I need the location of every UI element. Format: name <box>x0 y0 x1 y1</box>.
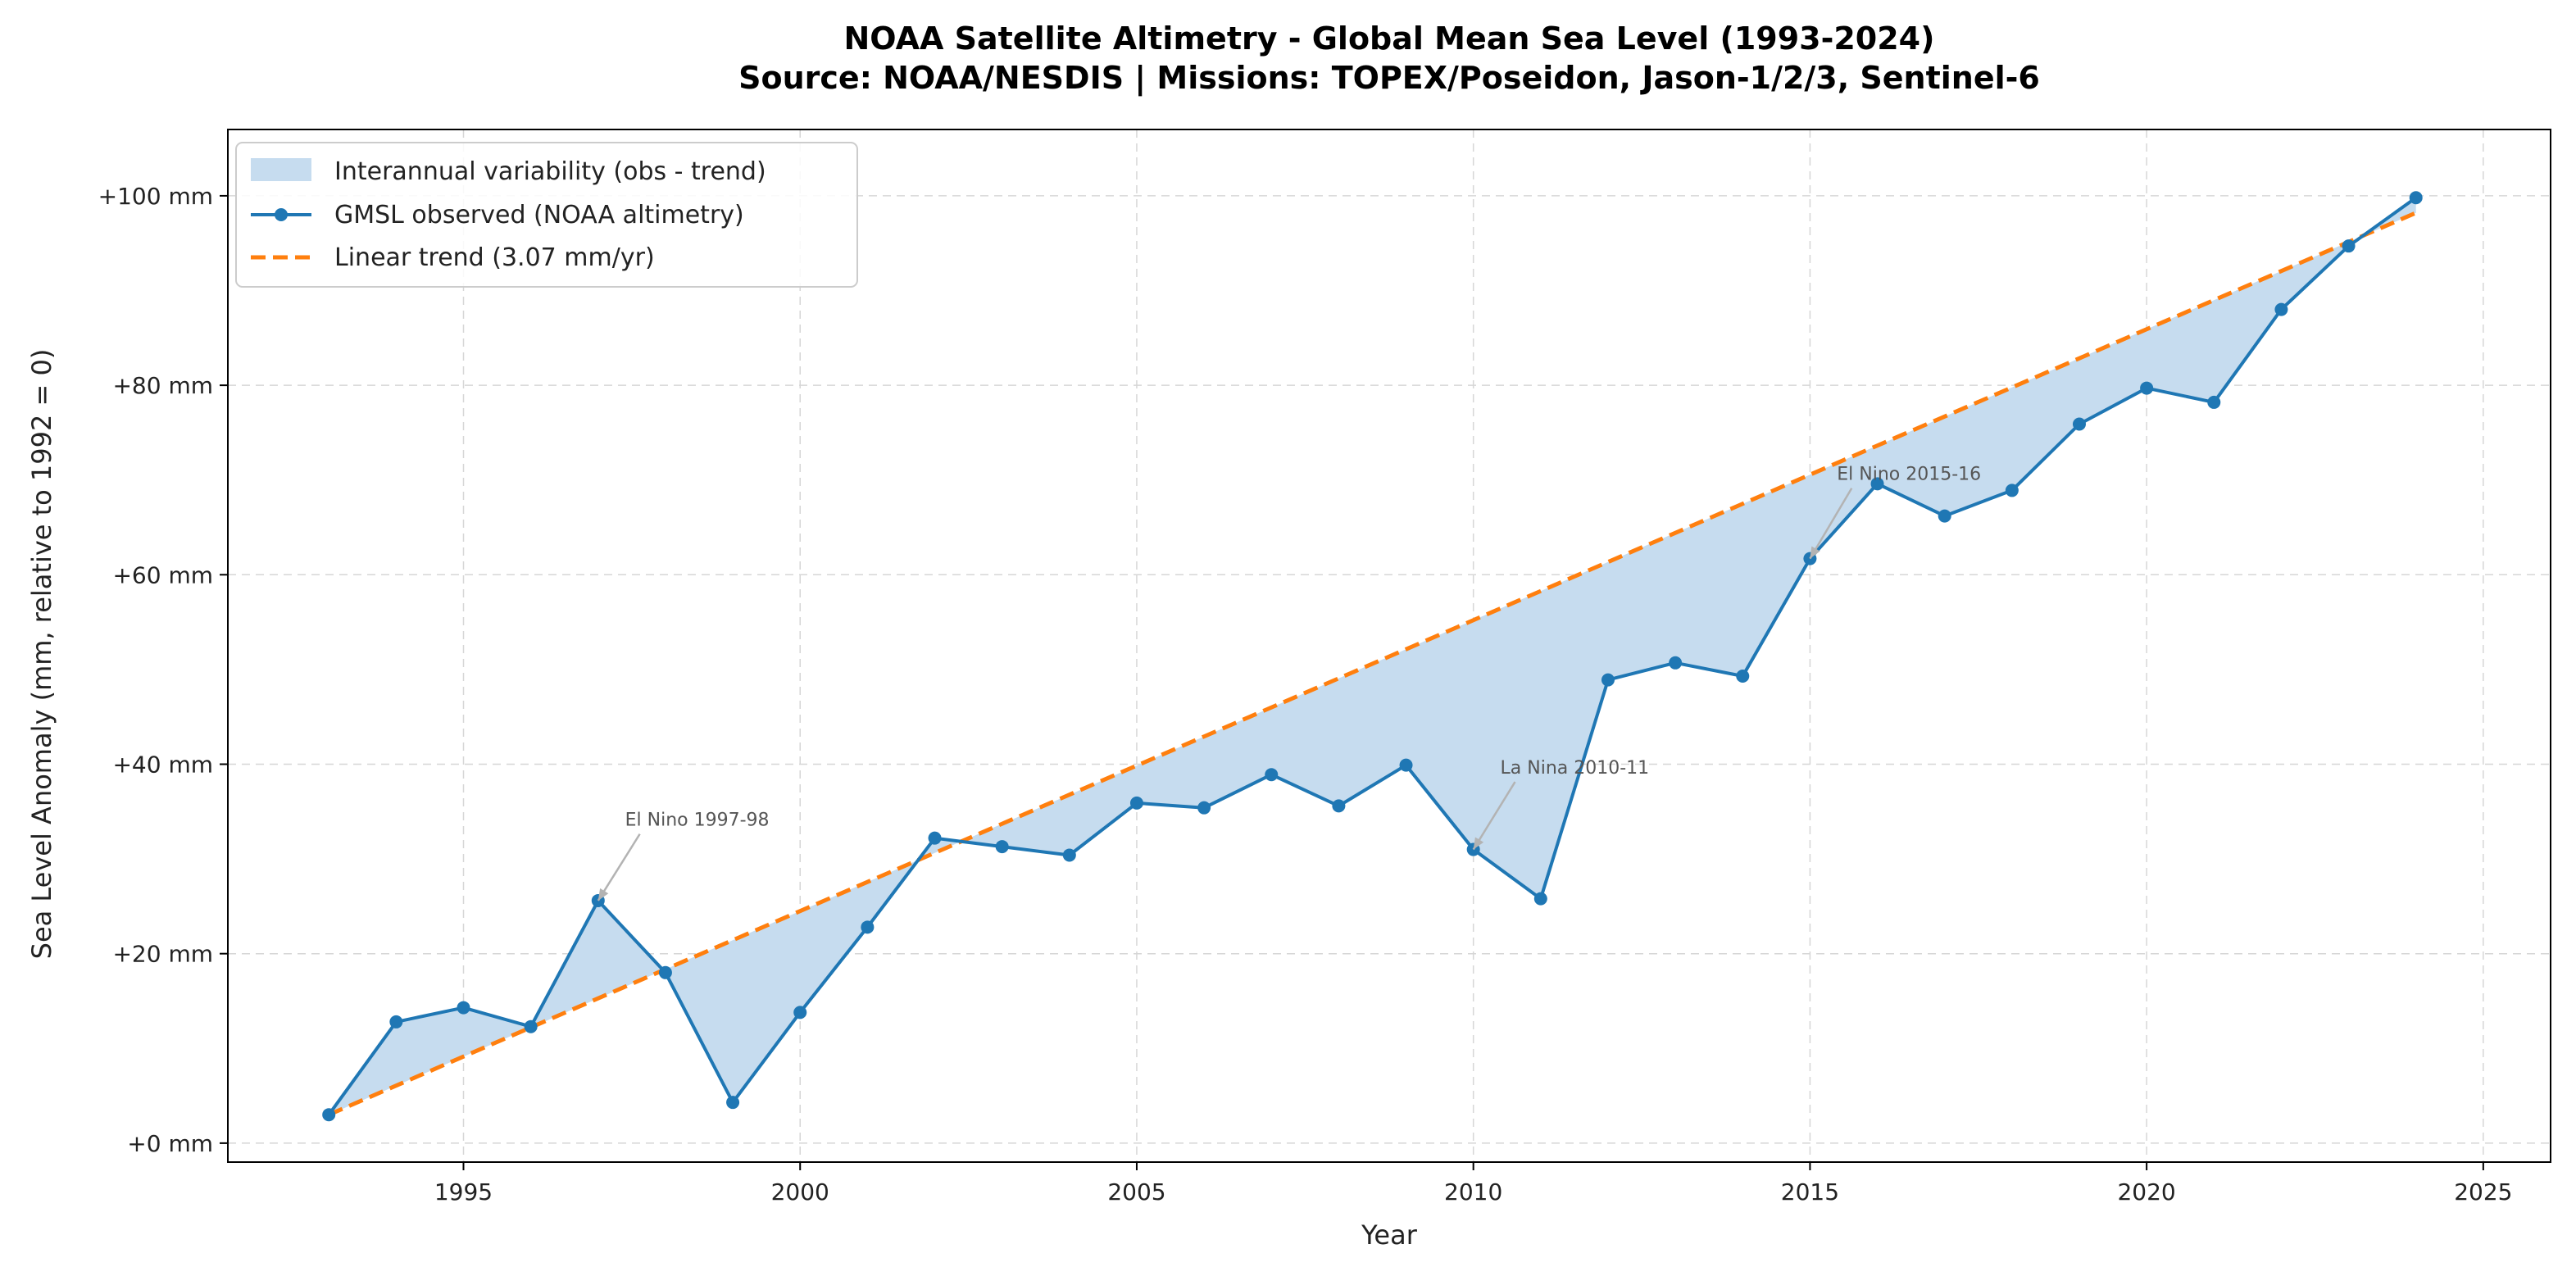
observed-series-line <box>327 196 2417 1116</box>
annotation-arrowhead <box>1473 837 1484 850</box>
x-tick-label: 1995 <box>434 1178 493 1206</box>
observed-data-point <box>1938 509 1951 523</box>
y-axis-ticks: +0 mm +20 mm +40 mm +60 mm +80 mm +100 mm <box>98 183 228 1157</box>
observed-data-point <box>1736 669 1750 683</box>
x-axis-ticks: 1995 2000 2005 2010 2015 2020 2025 <box>434 1162 2512 1206</box>
plot-frame <box>227 129 2551 1163</box>
y-tick-label: +100 mm <box>98 183 213 210</box>
observed-data-point <box>1197 801 1211 815</box>
annotation-label: La Nina 2010-11 <box>1501 758 1650 779</box>
observed-data-point <box>2005 484 2019 497</box>
trend-line-layer <box>328 211 2417 1117</box>
x-tick-label: 2010 <box>1444 1178 1502 1206</box>
annotation-arrowhead <box>597 888 609 901</box>
y-tick-label: +40 mm <box>112 751 213 778</box>
x-tick-label: 2000 <box>771 1178 829 1206</box>
observed-data-point <box>1062 848 1076 862</box>
observed-data-point <box>793 1006 807 1019</box>
annotation-arrowhead <box>1810 546 1820 559</box>
observed-data-point <box>1669 656 1683 670</box>
observed-data-point <box>2342 239 2356 253</box>
annotation-layer: El Nino 1997-98 La Nina 2010-11 El Nino 20… <box>597 465 1981 901</box>
y-axis-label: Sea Level Anomaly (mm, relative to 1992 … <box>26 349 57 960</box>
chart-subtitle: Source: NOAA/NESDIS | Missions: TOPEX/Po… <box>738 60 2040 97</box>
observed-data-point <box>1870 477 1884 491</box>
variability-fill-area <box>329 198 2416 1115</box>
x-tick-label: 2015 <box>1781 1178 1839 1206</box>
observed-data-point <box>1332 799 1346 813</box>
legend-label-trend: Linear trend (3.07 mm/yr) <box>334 243 655 272</box>
x-axis-label: Year <box>1361 1219 1418 1251</box>
y-tick-label: +60 mm <box>112 561 213 588</box>
annotation-label: El Nino 1997-98 <box>625 811 770 831</box>
observed-data-point <box>2274 302 2288 316</box>
observed-series-layer <box>322 191 2423 1122</box>
legend-label-fill: Interannual variability (obs - trend) <box>334 157 766 186</box>
observed-data-point <box>861 920 875 934</box>
annotation-arrow <box>597 833 641 901</box>
observed-data-point <box>1399 758 1413 772</box>
observed-data-point <box>995 840 1009 854</box>
observed-data-point <box>457 1001 470 1015</box>
observed-data-point <box>2409 191 2423 205</box>
variability-fill-layer <box>329 198 2416 1115</box>
observed-data-point <box>1129 796 1143 810</box>
observed-data-point <box>1533 892 1547 906</box>
legend-marker-observed <box>275 208 288 221</box>
x-tick-label: 2020 <box>2117 1178 2175 1206</box>
trend-line <box>328 211 2417 1117</box>
annotation-arrow <box>1809 488 1853 560</box>
observed-data-point <box>726 1096 740 1110</box>
observed-data-point <box>1265 768 1279 782</box>
legend-swatch-fill <box>251 158 311 181</box>
y-tick-label: +80 mm <box>112 372 213 399</box>
chart-title: NOAA Satellite Altimetry - Global Mean S… <box>844 20 1935 57</box>
observed-data-point <box>524 1019 538 1033</box>
y-tick-label: +0 mm <box>127 1130 213 1157</box>
observed-data-point <box>2207 395 2221 409</box>
x-tick-label: 2005 <box>1107 1178 1165 1206</box>
observed-data-point <box>928 831 942 845</box>
observed-data-point <box>322 1108 336 1122</box>
y-tick-label: +20 mm <box>112 941 213 968</box>
legend-label-observed: GMSL observed (NOAA altimetry) <box>334 201 744 229</box>
observed-data-point <box>389 1015 403 1029</box>
observed-data-point <box>658 965 672 979</box>
annotation-label: El Nino 2015-16 <box>1837 465 1981 485</box>
observed-data-point <box>1601 673 1615 687</box>
observed-data-point <box>2072 417 2086 431</box>
annotation-arrow <box>1472 781 1516 851</box>
legend-box <box>235 142 858 288</box>
legend: Interannual variability (obs - trend) GM… <box>235 142 858 288</box>
x-tick-label: 2025 <box>2454 1178 2512 1206</box>
observed-data-point <box>2140 381 2154 395</box>
